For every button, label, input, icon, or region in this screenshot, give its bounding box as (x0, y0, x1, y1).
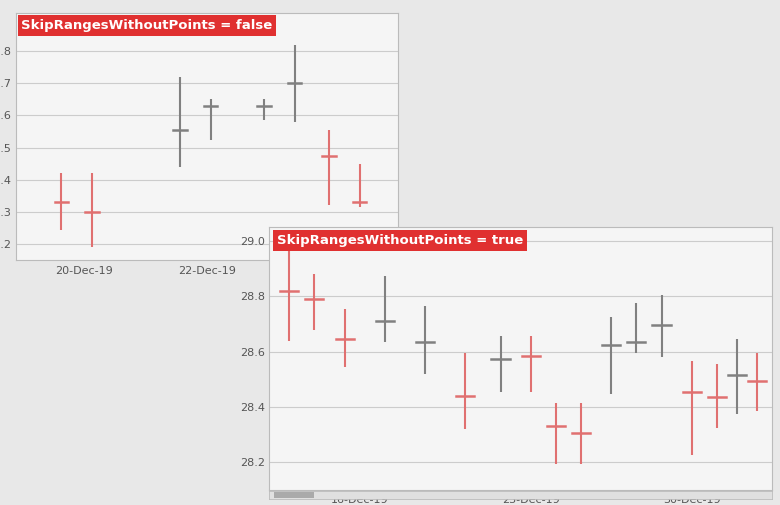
Text: SkipRangesWithoutPoints = true: SkipRangesWithoutPoints = true (277, 234, 523, 247)
Bar (274, 492, 314, 498)
Text: SkipRangesWithoutPoints = false: SkipRangesWithoutPoints = false (21, 19, 272, 32)
